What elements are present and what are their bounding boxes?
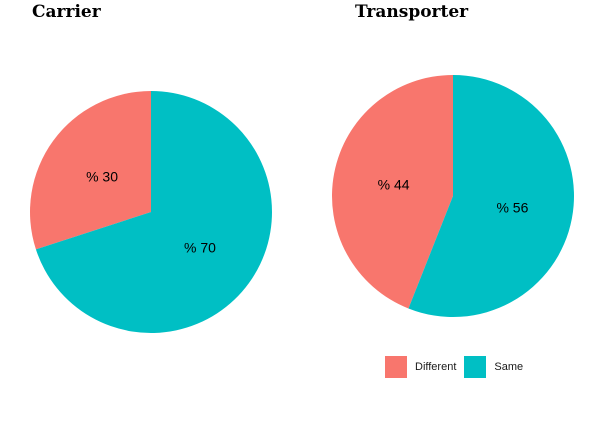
transporter-label-same: % 56	[496, 199, 528, 215]
transporter-label-different: % 44	[378, 177, 410, 193]
legend-label-same: Same	[494, 361, 524, 373]
legend-item-same: Same	[464, 356, 523, 378]
legend-label-different: Different	[415, 361, 457, 373]
carrier-label-same: % 70	[184, 240, 216, 256]
legend-item-different: Different	[385, 356, 456, 378]
chart-legend: Different Same	[385, 356, 531, 378]
transporter-slice-same	[408, 75, 574, 318]
carrier-chart-title: Carrier	[32, 2, 101, 22]
legend-swatch-same	[464, 356, 487, 378]
legend-swatch-different	[385, 356, 407, 378]
transporter-slice-different	[332, 75, 453, 309]
carrier-slice-different	[29, 91, 152, 250]
transporter-chart-title: Transporter	[355, 2, 469, 22]
carrier-label-different: % 30	[86, 168, 118, 184]
carrier-slice-same	[35, 91, 272, 333]
